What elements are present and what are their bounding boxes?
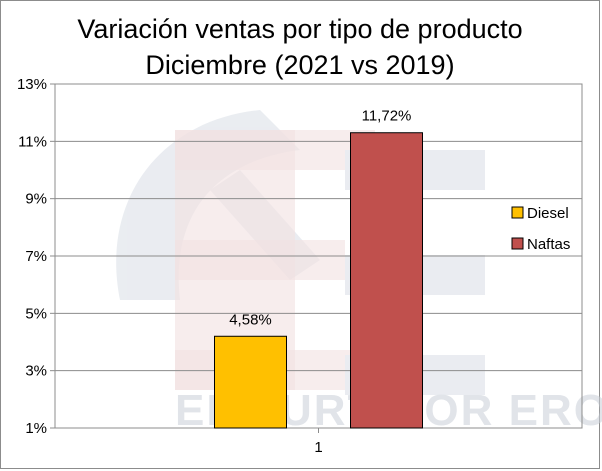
chart-title-line-2: Diciembre (2021 vs 2019) — [145, 50, 454, 80]
y-tick-label: 5% — [25, 305, 47, 322]
chart-title-line-1: Variación ventas por tipo de producto — [77, 14, 522, 44]
y-axis: 1% 3% 5% 7% 9% 11% 13% — [17, 76, 55, 437]
x-axis: 1 — [314, 428, 323, 456]
bar-naftas — [350, 132, 423, 429]
data-label-naftas: 11,72% — [362, 108, 412, 125]
y-tick-label: 3% — [25, 363, 47, 380]
legend-swatch-naftas — [511, 237, 524, 250]
legend-swatch-diesel — [511, 206, 524, 219]
y-tick-label: 9% — [25, 191, 47, 208]
y-tick-label: 13% — [17, 76, 47, 93]
data-label-diesel: 4,58% — [229, 311, 272, 328]
y-tick-label: 1% — [25, 420, 47, 437]
legend: Diesel Naftas — [511, 205, 570, 253]
y-tick-label: 11% — [18, 133, 47, 150]
legend-label-diesel: Diesel — [527, 205, 569, 222]
bar-diesel — [214, 335, 287, 429]
y-tick-label: 7% — [25, 248, 47, 265]
x-tick-label: 1 — [314, 439, 322, 456]
bars: 4,58% 11,72% — [214, 108, 423, 429]
legend-label-naftas: Naftas — [527, 236, 570, 253]
